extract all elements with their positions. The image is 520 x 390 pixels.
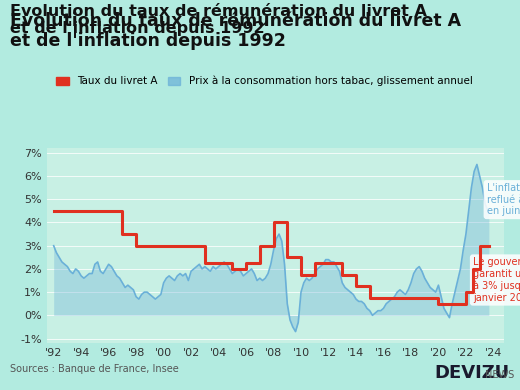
Text: DEVIZU: DEVIZU (435, 364, 510, 382)
Text: Evolution du taux de rémunération du livret A
et de l'inflation depuis 1992: Evolution du taux de rémunération du liv… (10, 12, 462, 50)
Text: Le gouvernement
garantit un taux
à 3% jusqu'en
janvier 2025: Le gouvernement garantit un taux à 3% ju… (473, 257, 520, 303)
Text: Evolution du taux de rémunération du livret A
et de l'inflation depuis 1992: Evolution du taux de rémunération du liv… (10, 4, 427, 36)
Text: NEWS: NEWS (485, 370, 514, 380)
Legend: Taux du livret A, Prix à la consommation hors tabac, glissement annuel: Taux du livret A, Prix à la consommation… (52, 71, 477, 90)
Text: Sources : Banque de France, Insee: Sources : Banque de France, Insee (10, 364, 179, 374)
Text: L'inflation a
reflué à +4,4%
en juin 2023: L'inflation a reflué à +4,4% en juin 202… (487, 183, 520, 216)
